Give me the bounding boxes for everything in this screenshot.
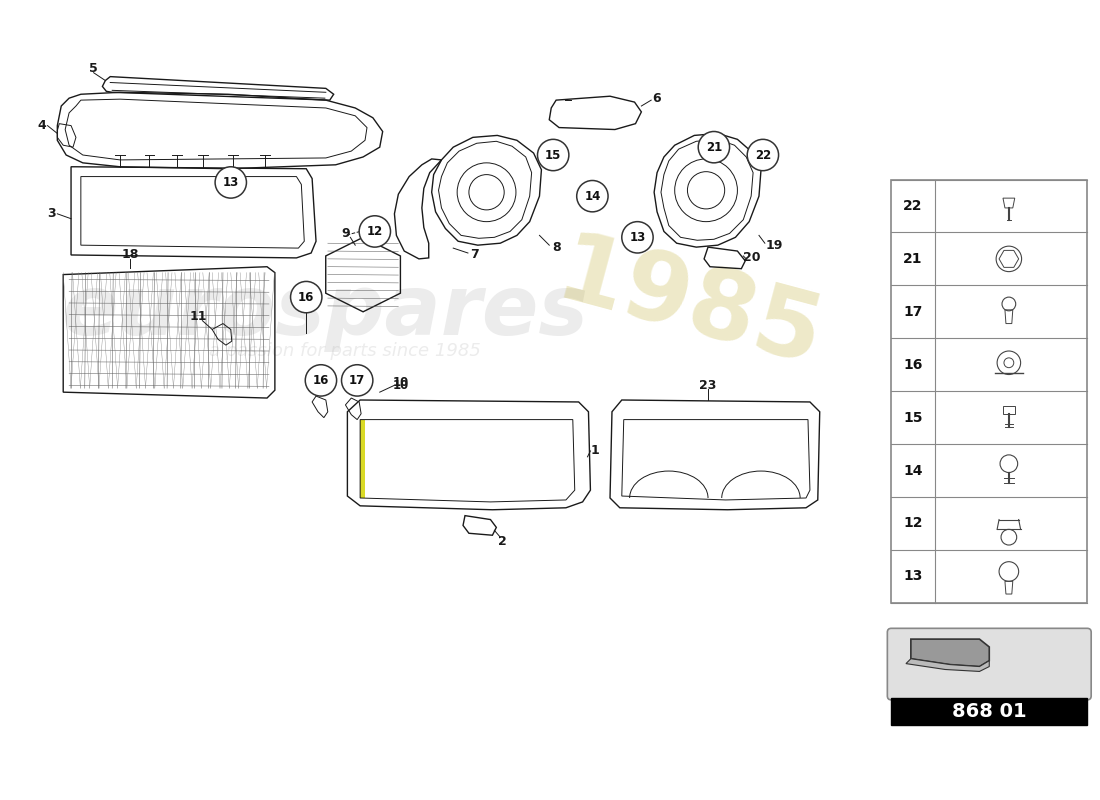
Text: 16: 16 — [298, 290, 315, 304]
Polygon shape — [906, 658, 989, 671]
FancyBboxPatch shape — [888, 628, 1091, 700]
Circle shape — [747, 139, 779, 170]
Text: 23: 23 — [700, 379, 717, 392]
Circle shape — [290, 282, 322, 313]
Circle shape — [341, 365, 373, 396]
Text: 17: 17 — [349, 374, 365, 387]
Text: 15: 15 — [544, 149, 561, 162]
FancyBboxPatch shape — [891, 698, 1087, 726]
Circle shape — [538, 139, 569, 170]
Circle shape — [576, 181, 608, 212]
Text: 1985: 1985 — [546, 227, 832, 387]
Text: 3: 3 — [47, 207, 56, 220]
Text: 18: 18 — [121, 249, 139, 262]
Text: 5: 5 — [89, 62, 98, 75]
Text: 7: 7 — [471, 249, 480, 262]
Text: 15: 15 — [903, 410, 923, 425]
Text: a passion for parts since 1985: a passion for parts since 1985 — [209, 342, 482, 360]
Text: 2: 2 — [498, 534, 507, 548]
Text: 19: 19 — [766, 238, 783, 252]
Text: 13: 13 — [629, 231, 646, 244]
Text: 14: 14 — [903, 463, 923, 478]
Text: 868 01: 868 01 — [952, 702, 1026, 721]
Text: 22: 22 — [903, 199, 923, 213]
Polygon shape — [911, 639, 989, 666]
Text: 20: 20 — [744, 251, 761, 265]
Text: 12: 12 — [366, 225, 383, 238]
Text: 8: 8 — [552, 241, 560, 254]
Text: 16: 16 — [312, 374, 329, 387]
Text: 22: 22 — [755, 149, 771, 162]
Text: eurospares: eurospares — [63, 271, 590, 352]
Circle shape — [621, 222, 653, 253]
Text: 16: 16 — [903, 358, 923, 372]
Text: 13: 13 — [903, 570, 923, 583]
Text: 9: 9 — [341, 227, 350, 240]
Circle shape — [216, 166, 246, 198]
Circle shape — [698, 131, 729, 163]
Text: 12: 12 — [903, 517, 923, 530]
Text: 21: 21 — [706, 141, 722, 154]
Text: 10: 10 — [393, 379, 409, 392]
Text: 6: 6 — [652, 92, 661, 105]
Polygon shape — [360, 419, 365, 498]
Text: 13: 13 — [222, 176, 239, 189]
Text: 4: 4 — [37, 119, 46, 132]
Text: 14: 14 — [584, 190, 601, 202]
Text: 1: 1 — [591, 445, 600, 458]
Text: 10: 10 — [393, 376, 409, 389]
Text: 21: 21 — [903, 252, 923, 266]
Text: 17: 17 — [903, 305, 923, 319]
Text: 11: 11 — [189, 310, 207, 323]
Circle shape — [360, 216, 390, 247]
Circle shape — [306, 365, 337, 396]
